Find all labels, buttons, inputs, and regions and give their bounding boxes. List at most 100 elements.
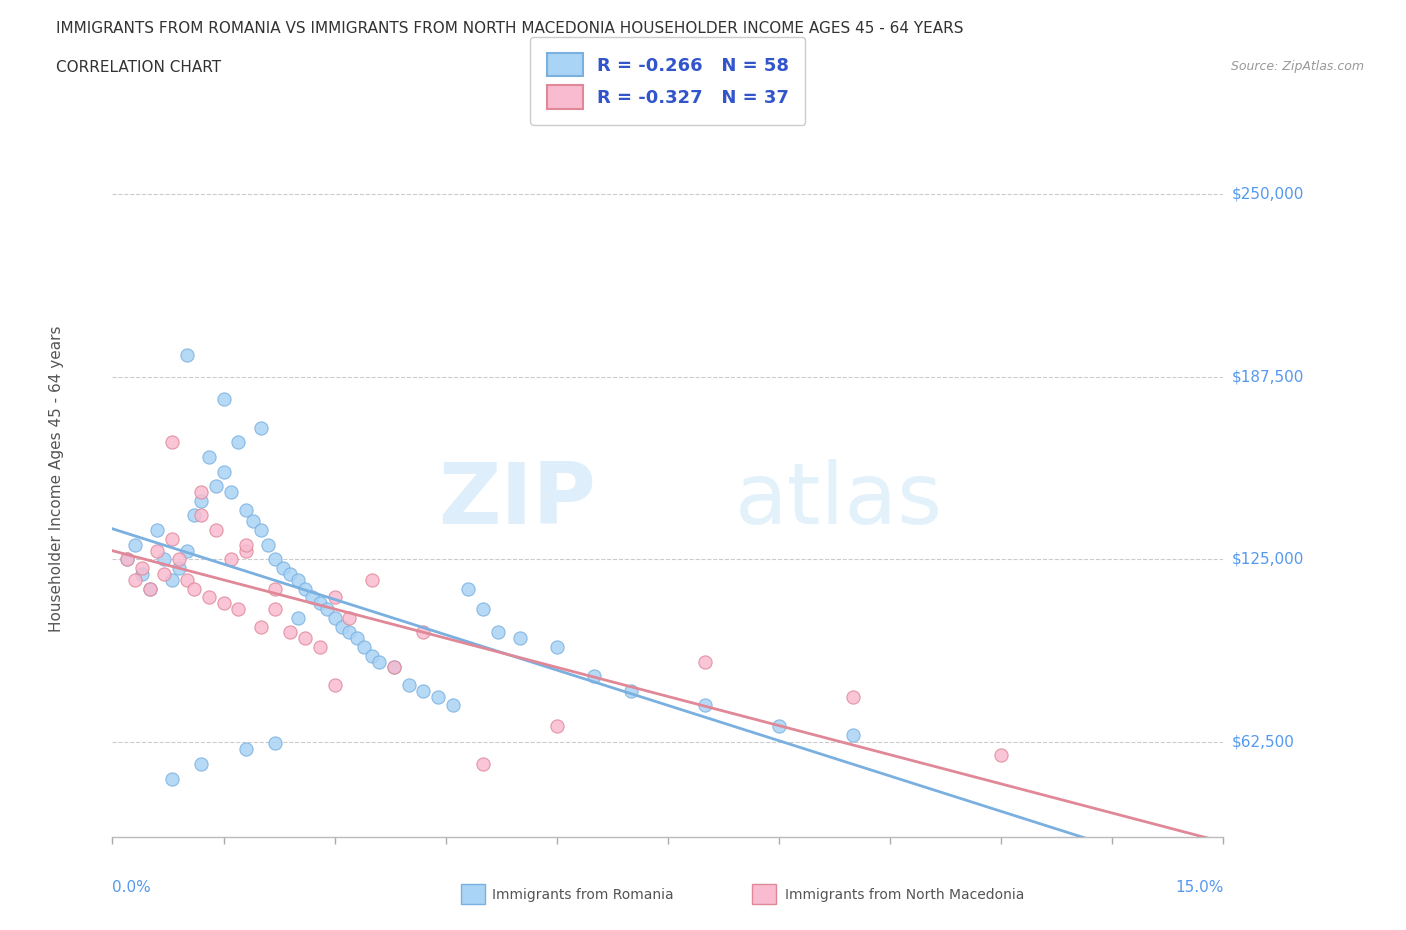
Point <box>190 494 212 509</box>
Legend: R = -0.266   N = 58, R = -0.327   N = 37: R = -0.266 N = 58, R = -0.327 N = 37 <box>530 37 806 125</box>
Text: Immigrants from North Macedonia: Immigrants from North Macedonia <box>785 887 1024 902</box>
Point <box>486 625 509 640</box>
Point <box>287 610 309 625</box>
Text: Source: ZipAtlas.com: Source: ZipAtlas.com <box>1230 60 1364 73</box>
Point <box>205 479 228 494</box>
Point <box>124 572 146 587</box>
Point <box>160 435 183 450</box>
Point <box>264 602 287 617</box>
Point <box>176 347 198 362</box>
Text: Householder Income Ages 45 - 64 years: Householder Income Ages 45 - 64 years <box>49 326 65 632</box>
Point <box>235 543 257 558</box>
Point <box>131 561 153 576</box>
Point <box>546 719 568 734</box>
Point <box>205 523 228 538</box>
Point <box>167 551 190 566</box>
Point <box>412 625 434 640</box>
Point <box>323 610 346 625</box>
Point <box>190 508 212 523</box>
Point <box>160 771 183 786</box>
Point <box>264 736 287 751</box>
Point <box>117 551 139 566</box>
Point <box>509 631 531 645</box>
Point <box>249 523 271 538</box>
Point <box>190 485 212 499</box>
Point <box>294 631 316 645</box>
Point <box>219 485 242 499</box>
Text: $125,000: $125,000 <box>1232 551 1303 566</box>
Point <box>441 698 464 713</box>
Point <box>235 502 257 517</box>
Point <box>228 602 250 617</box>
Point <box>176 572 198 587</box>
Point <box>228 435 250 450</box>
Point <box>339 610 361 625</box>
Point <box>471 756 494 771</box>
Point <box>398 678 420 693</box>
Point <box>249 420 271 435</box>
Point <box>249 619 271 634</box>
Point <box>212 596 235 611</box>
Point <box>197 449 219 464</box>
Point <box>382 660 405 675</box>
Point <box>620 684 643 698</box>
Point <box>693 698 716 713</box>
Text: IMMIGRANTS FROM ROMANIA VS IMMIGRANTS FROM NORTH MACEDONIA HOUSEHOLDER INCOME AG: IMMIGRANTS FROM ROMANIA VS IMMIGRANTS FR… <box>56 21 963 36</box>
Point <box>308 640 330 655</box>
Point <box>582 669 605 684</box>
Text: CORRELATION CHART: CORRELATION CHART <box>56 60 221 75</box>
Point <box>212 464 235 479</box>
Point <box>323 590 346 604</box>
Point <box>427 689 450 704</box>
Point <box>693 654 716 669</box>
Point <box>212 392 235 406</box>
Point <box>117 551 139 566</box>
Point <box>287 572 309 587</box>
Point <box>124 538 146 552</box>
Point <box>346 631 368 645</box>
Point <box>264 551 287 566</box>
Point <box>316 602 339 617</box>
Text: atlas: atlas <box>734 458 942 542</box>
Point <box>323 678 346 693</box>
Point <box>131 566 153 581</box>
Point <box>257 538 280 552</box>
Point <box>190 756 212 771</box>
Point <box>146 543 169 558</box>
Point <box>176 543 198 558</box>
Point <box>278 566 301 581</box>
Point <box>264 581 287 596</box>
Text: 15.0%: 15.0% <box>1175 880 1223 895</box>
Point <box>271 561 294 576</box>
Text: Immigrants from Romania: Immigrants from Romania <box>492 887 673 902</box>
Point <box>368 654 391 669</box>
Point <box>242 514 264 529</box>
Point <box>842 689 865 704</box>
Point <box>183 581 205 596</box>
Point <box>382 660 405 675</box>
Point <box>360 648 382 663</box>
Point <box>160 531 183 546</box>
Point <box>457 581 479 596</box>
Point <box>768 719 790 734</box>
Point <box>219 551 242 566</box>
Point <box>278 625 301 640</box>
Point <box>471 602 494 617</box>
Text: ZIP: ZIP <box>437 458 596 542</box>
Point <box>153 566 176 581</box>
Point <box>360 572 382 587</box>
Point <box>146 523 169 538</box>
Point <box>183 508 205 523</box>
Point <box>353 640 375 655</box>
Point <box>339 625 361 640</box>
Point <box>235 538 257 552</box>
Point <box>138 581 160 596</box>
Point <box>138 581 160 596</box>
Point <box>167 561 190 576</box>
Text: $62,500: $62,500 <box>1232 735 1295 750</box>
Point <box>546 640 568 655</box>
Text: 0.0%: 0.0% <box>112 880 152 895</box>
Point <box>842 727 865 742</box>
Point <box>412 684 434 698</box>
Point <box>294 581 316 596</box>
